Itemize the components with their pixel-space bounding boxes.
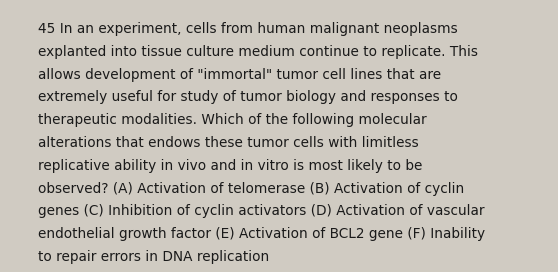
Text: 45 In an experiment, cells from human malignant neoplasms: 45 In an experiment, cells from human ma… (38, 22, 458, 36)
Text: genes (C) Inhibition of cyclin activators (D) Activation of vascular: genes (C) Inhibition of cyclin activator… (38, 204, 484, 218)
Text: replicative ability in vivo and in vitro is most likely to be: replicative ability in vivo and in vitro… (38, 159, 422, 173)
Text: alterations that endows these tumor cells with limitless: alterations that endows these tumor cell… (38, 136, 418, 150)
Text: explanted into tissue culture medium continue to replicate. This: explanted into tissue culture medium con… (38, 45, 478, 59)
Text: endothelial growth factor (E) Activation of BCL2 gene (F) Inability: endothelial growth factor (E) Activation… (38, 227, 485, 241)
Text: observed? (A) Activation of telomerase (B) Activation of cyclin: observed? (A) Activation of telomerase (… (38, 182, 464, 196)
Text: allows development of "immortal" tumor cell lines that are: allows development of "immortal" tumor c… (38, 68, 441, 82)
Text: extremely useful for study of tumor biology and responses to: extremely useful for study of tumor biol… (38, 90, 458, 104)
Text: therapeutic modalities. Which of the following molecular: therapeutic modalities. Which of the fol… (38, 113, 427, 127)
Text: to repair errors in DNA replication: to repair errors in DNA replication (38, 250, 270, 264)
